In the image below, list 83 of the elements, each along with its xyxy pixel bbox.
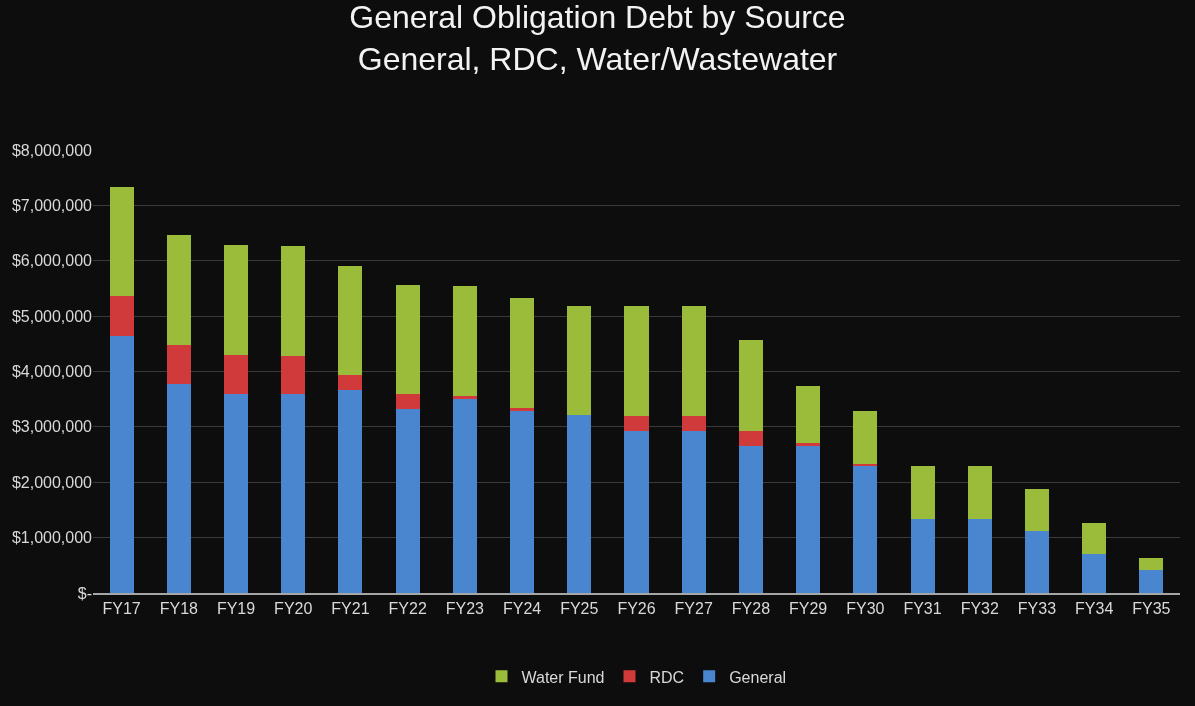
legend-label: RDC — [649, 668, 685, 686]
bar — [166, 344, 191, 384]
bar — [681, 305, 706, 417]
x-tick-label: FY19 — [216, 600, 256, 618]
x-tick-label: FY26 — [617, 600, 656, 618]
bar — [452, 399, 477, 593]
bar — [395, 285, 420, 394]
bar — [853, 410, 878, 464]
bar — [224, 355, 249, 395]
bar — [166, 235, 191, 345]
bar — [281, 394, 306, 593]
bar — [681, 416, 706, 431]
bar — [738, 339, 763, 432]
bar — [738, 445, 763, 593]
x-tick-label: FY29 — [789, 600, 828, 618]
y-tick-label: $6,000,000 — [11, 252, 93, 270]
x-tick-label: FY21 — [331, 600, 370, 618]
bar — [338, 266, 363, 375]
bar — [624, 416, 649, 431]
bar — [624, 430, 649, 593]
bar — [109, 187, 134, 297]
bar — [910, 465, 935, 520]
y-tick-label: $- — [77, 584, 92, 602]
y-tick-label: $8,000,000 — [11, 141, 93, 159]
y-tick-label: $2,000,000 — [11, 473, 93, 491]
x-tick-label: FY34 — [1075, 600, 1114, 618]
bar — [1139, 570, 1164, 593]
bar — [224, 394, 249, 593]
bar — [1082, 522, 1107, 555]
bar — [452, 285, 477, 396]
bar — [910, 519, 935, 593]
legend-label: Water Fund — [521, 668, 605, 686]
y-tick-label: $7,000,000 — [11, 196, 93, 214]
bar — [395, 409, 420, 593]
bar — [1024, 530, 1049, 593]
bar — [967, 519, 992, 593]
bar — [796, 445, 821, 593]
bar — [224, 245, 249, 356]
bar — [452, 395, 477, 400]
bar — [166, 383, 191, 593]
x-tick-label: FY17 — [102, 600, 141, 618]
y-tick-label: $4,000,000 — [11, 363, 93, 381]
x-tick-label: FY23 — [445, 600, 485, 618]
bar — [1082, 554, 1107, 593]
bar — [796, 443, 821, 446]
bar — [109, 296, 134, 336]
bar — [967, 465, 992, 520]
bar — [109, 335, 134, 593]
legend-label: General — [729, 668, 787, 686]
bar — [738, 431, 763, 446]
bar — [681, 430, 706, 593]
x-tick-label: FY20 — [274, 600, 313, 618]
y-tick-label: $3,000,000 — [11, 418, 93, 436]
bar — [624, 305, 649, 417]
bar — [796, 386, 821, 444]
x-tick-label: FY33 — [1017, 600, 1057, 618]
x-tick-label: FY28 — [731, 600, 771, 618]
x-tick-label: FY18 — [159, 600, 199, 618]
x-tick-label: FY35 — [1132, 600, 1171, 618]
x-tick-label: FY32 — [960, 600, 999, 618]
bar — [510, 411, 535, 593]
bar — [853, 463, 878, 466]
bar — [1139, 558, 1164, 571]
bar — [510, 408, 535, 412]
y-tick-label: $1,000,000 — [11, 529, 93, 547]
x-tick-label: FY24 — [502, 600, 542, 618]
x-tick-label: FY31 — [903, 600, 942, 618]
x-tick-label: FY30 — [846, 600, 885, 618]
x-tick-label: FY27 — [674, 600, 713, 618]
bar — [567, 305, 592, 415]
y-tick-label: $5,000,000 — [11, 307, 93, 325]
bar — [338, 390, 363, 593]
bar — [395, 393, 420, 410]
bar — [281, 356, 306, 395]
bar — [281, 246, 306, 356]
bar — [567, 414, 592, 593]
x-tick-label: FY25 — [560, 600, 599, 618]
chart-title: General Obligation Debt by Source General, RDC, Water/Wastewater — [349, 0, 846, 77]
bar — [1024, 489, 1049, 531]
bar — [338, 374, 363, 391]
x-tick-label: FY22 — [388, 600, 427, 618]
bar — [510, 297, 535, 409]
bar — [853, 465, 878, 593]
